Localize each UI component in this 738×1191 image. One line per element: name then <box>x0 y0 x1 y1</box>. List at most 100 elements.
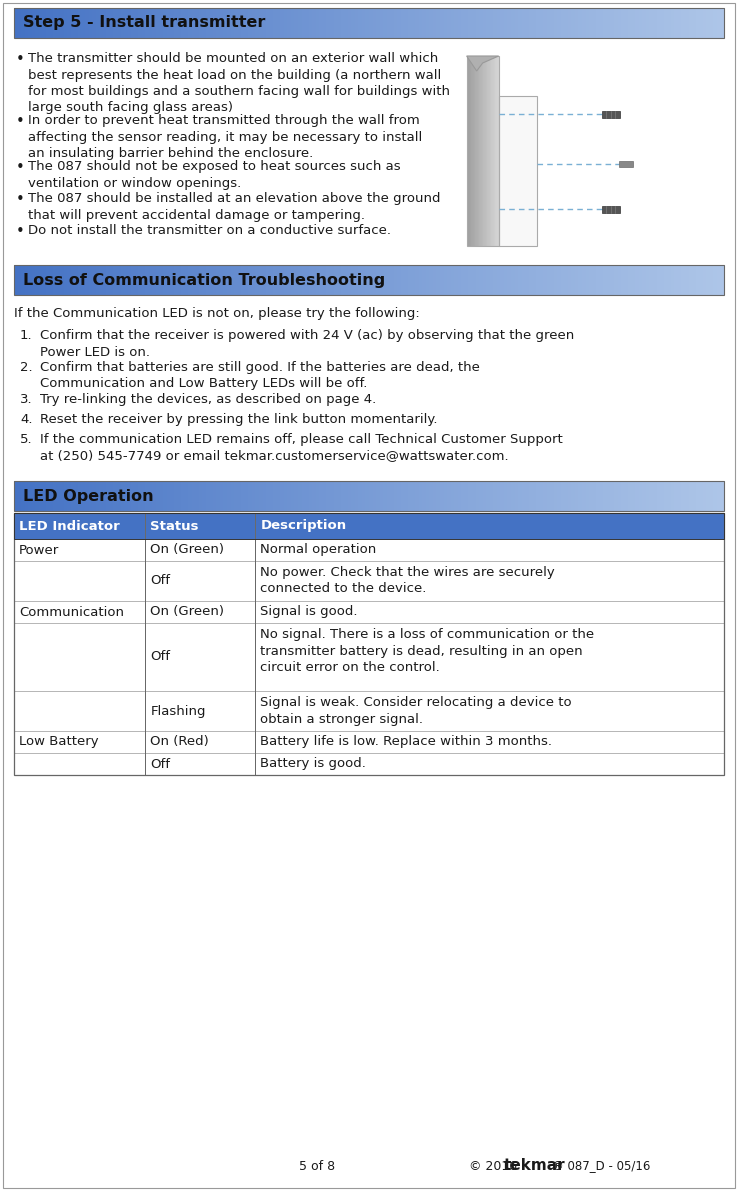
Bar <box>81 481 86 511</box>
Bar <box>238 8 242 38</box>
Bar <box>35 481 39 511</box>
Bar <box>488 56 489 247</box>
Bar <box>415 266 419 295</box>
Bar <box>32 266 36 295</box>
Bar <box>436 481 441 511</box>
Bar <box>485 56 486 247</box>
Bar <box>39 8 43 38</box>
Bar <box>408 266 412 295</box>
Bar <box>557 481 561 511</box>
Bar <box>63 266 68 295</box>
Bar <box>390 266 394 295</box>
Bar <box>287 481 292 511</box>
Bar <box>67 481 72 511</box>
Bar <box>706 266 710 295</box>
Bar <box>210 8 213 38</box>
Bar <box>394 481 398 511</box>
Bar <box>124 266 128 295</box>
Bar <box>491 56 492 247</box>
Bar <box>596 8 600 38</box>
Bar <box>369 266 373 295</box>
Bar <box>103 266 107 295</box>
Bar <box>305 266 309 295</box>
Bar <box>75 481 78 511</box>
Text: •: • <box>16 52 25 67</box>
Bar <box>677 8 682 38</box>
Bar <box>387 266 391 295</box>
Bar <box>224 266 227 295</box>
Text: On (Green): On (Green) <box>151 605 224 618</box>
Bar <box>511 481 515 511</box>
Bar <box>188 481 192 511</box>
Bar <box>703 8 707 38</box>
Bar <box>671 266 675 295</box>
Bar <box>646 481 650 511</box>
Text: 4.: 4. <box>20 413 32 426</box>
Bar <box>607 8 611 38</box>
Bar <box>596 481 600 511</box>
Bar <box>603 481 607 511</box>
Bar <box>483 481 486 511</box>
Bar <box>280 266 284 295</box>
Bar <box>248 8 252 38</box>
Bar <box>468 56 469 247</box>
Bar <box>269 8 274 38</box>
Bar <box>593 8 597 38</box>
Bar <box>120 8 125 38</box>
Bar <box>681 8 686 38</box>
Bar <box>234 8 238 38</box>
Bar <box>497 266 501 295</box>
Bar <box>632 266 635 295</box>
Bar <box>312 266 317 295</box>
Bar <box>649 481 654 511</box>
Bar <box>14 623 724 691</box>
Bar <box>14 731 724 753</box>
Bar <box>373 8 376 38</box>
Bar <box>454 481 458 511</box>
Text: Signal is good.: Signal is good. <box>261 605 358 618</box>
Bar <box>511 266 515 295</box>
Bar <box>81 266 86 295</box>
Bar <box>401 266 405 295</box>
Bar <box>308 481 313 511</box>
Bar <box>426 481 430 511</box>
Bar <box>692 8 696 38</box>
Bar <box>469 481 472 511</box>
Bar <box>326 481 331 511</box>
Bar <box>163 8 167 38</box>
Bar <box>624 8 629 38</box>
Bar <box>355 481 359 511</box>
Bar <box>607 266 611 295</box>
Text: Status: Status <box>151 519 199 532</box>
Bar <box>451 481 455 511</box>
Bar <box>255 513 724 540</box>
Bar <box>692 481 696 511</box>
Bar <box>486 481 490 511</box>
Bar <box>128 481 131 511</box>
Bar <box>14 266 18 295</box>
Bar <box>14 540 724 561</box>
Text: 5.: 5. <box>20 434 32 445</box>
Bar <box>85 481 89 511</box>
Bar <box>472 266 476 295</box>
Bar <box>470 56 471 247</box>
Bar <box>475 56 476 247</box>
Bar <box>294 266 298 295</box>
Bar <box>436 266 441 295</box>
Bar <box>359 8 362 38</box>
Bar <box>536 266 540 295</box>
Bar <box>308 266 313 295</box>
Bar <box>149 481 153 511</box>
Bar <box>365 481 370 511</box>
Bar <box>649 8 654 38</box>
Bar <box>387 8 391 38</box>
Bar <box>255 481 260 511</box>
Bar <box>547 8 551 38</box>
Bar <box>471 56 472 247</box>
Bar <box>720 266 725 295</box>
Bar <box>561 8 565 38</box>
Bar <box>110 266 114 295</box>
Bar <box>685 481 689 511</box>
Bar <box>714 8 717 38</box>
Bar <box>312 8 317 38</box>
